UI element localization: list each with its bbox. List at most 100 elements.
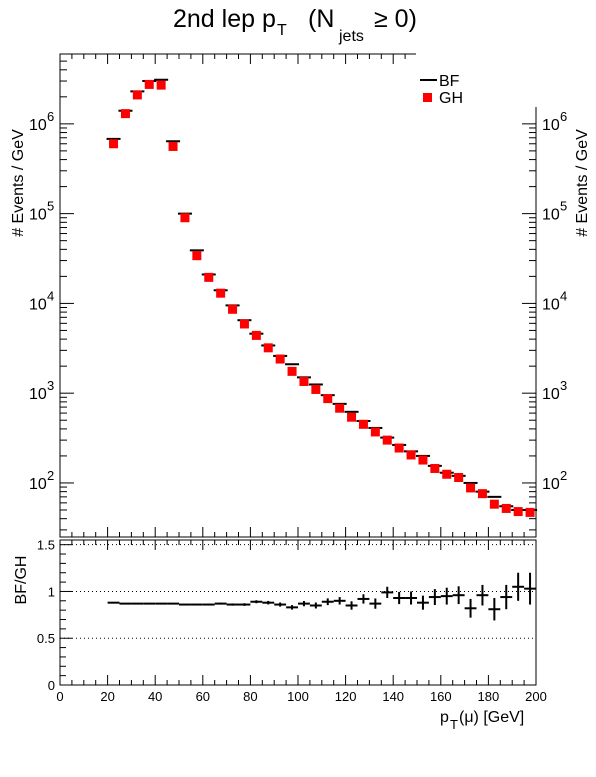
top-y-tick-label: 10 <box>29 117 47 134</box>
gh-point <box>501 503 511 513</box>
top-y-tick-label: 10 <box>29 476 47 493</box>
gh-point <box>251 330 261 340</box>
gh-point <box>228 304 238 314</box>
ratio-xlabel: p T (μ) [GeV] <box>440 709 524 732</box>
gh-point <box>275 354 285 364</box>
gh-point <box>442 469 452 479</box>
ratio-y-tick-label: 1.5 <box>37 538 55 553</box>
ratio-point <box>488 598 501 621</box>
gh-point <box>216 288 226 298</box>
title-sub: T <box>277 22 287 39</box>
gh-point <box>477 489 487 499</box>
gh-point <box>239 319 249 329</box>
xlabel-tail: (μ) [GeV] <box>459 709 524 726</box>
ratio-point <box>524 572 536 605</box>
gh-point <box>263 343 273 353</box>
ratio-y-tick-label: 0.5 <box>37 631 55 646</box>
ratio-point <box>309 602 322 609</box>
ratio-point <box>298 600 310 607</box>
ratio-x-tick-label: 160 <box>430 689 452 704</box>
gh-point <box>144 79 154 89</box>
top-y-tick-label: 10 <box>29 296 47 313</box>
top-y-tick-exponent-right: 6 <box>560 109 567 124</box>
legend-bf-label: BF <box>439 73 460 90</box>
ratio-point <box>250 600 263 604</box>
ratio-point <box>190 603 203 606</box>
top-y-tick-label-right: 10 <box>542 386 560 403</box>
top-y-tick-exponent: 5 <box>47 199 54 214</box>
ratio-point <box>428 589 441 606</box>
chart-title: 2nd lep p T (N jets ≥ 0) <box>173 5 417 45</box>
title-main: 2nd lep p <box>173 5 276 33</box>
top-y-tick-label-right: 10 <box>542 296 560 313</box>
ratio-point <box>238 603 251 606</box>
ratio-y-tick-label: 0 <box>48 678 55 693</box>
gh-point <box>513 507 523 517</box>
top-y-tick-exponent: 4 <box>47 288 54 303</box>
gh-point <box>489 499 499 509</box>
ratio-x-tick-label: 20 <box>100 689 114 704</box>
legend-gh-label: GH <box>439 90 463 107</box>
ratio-point <box>286 605 298 610</box>
top-y-tick-label-right: 10 <box>542 117 560 134</box>
xlabel-main: p <box>440 709 449 726</box>
ratio-point <box>476 584 489 606</box>
gh-point <box>382 435 392 445</box>
ratio-x-tick-label: 40 <box>148 689 162 704</box>
title-paren: (N <box>308 5 334 33</box>
top-y-tick-exponent: 3 <box>47 378 54 393</box>
gh-point <box>120 109 130 119</box>
gh-point <box>406 450 416 460</box>
ratio-point <box>405 591 417 605</box>
ratio-y-tick-labels: 0 0.5 1 1.5 <box>37 538 55 693</box>
top-data-points <box>106 78 538 517</box>
ratio-x-tick-label: 60 <box>196 689 210 704</box>
top-y-tick-label: 10 <box>29 207 47 224</box>
gh-point <box>323 394 333 404</box>
top-y-tick-label: 10 <box>29 386 47 403</box>
gh-point <box>287 366 297 376</box>
top-ylabel-right: # Events / GeV <box>574 129 591 237</box>
legend-gh-marker <box>423 93 432 102</box>
gh-point <box>525 507 535 517</box>
xlabel-sub: T <box>450 717 458 732</box>
ratio-point <box>202 603 215 606</box>
gh-point <box>132 90 142 100</box>
ratio-y-tick-label: 1 <box>48 584 55 599</box>
ratio-point <box>500 584 513 610</box>
ratio-x-tick-label: 140 <box>382 689 404 704</box>
gh-point <box>180 213 190 223</box>
top-y-tick-label-right: 10 <box>542 476 560 493</box>
top-y-tick-label-right: 10 <box>542 207 560 224</box>
ratio-point <box>369 598 382 609</box>
title-tail: ≥ 0) <box>374 5 417 33</box>
gh-point <box>168 141 178 151</box>
ratio-reference-lines <box>60 544 536 639</box>
ratio-x-tick-label: 80 <box>243 689 257 704</box>
gh-point <box>204 272 214 282</box>
ratio-point <box>440 587 453 605</box>
ratio-point <box>345 601 358 610</box>
gh-point <box>311 384 321 394</box>
top-y-tick-exponent-right: 4 <box>560 288 567 303</box>
top-y-tick-exponent-right: 3 <box>560 378 567 393</box>
top-ylabel-left: # Events / GeV <box>10 129 27 237</box>
gh-point <box>370 427 380 437</box>
ratio-x-tick-labels: 0 20 40 60 80 100 120 140 160 180 200 <box>56 689 546 704</box>
ratio-point <box>452 586 465 605</box>
ratio-x-tick-label: 120 <box>335 689 357 704</box>
gh-point <box>156 80 166 90</box>
legend: BF GH <box>416 51 540 107</box>
gh-point <box>466 483 476 493</box>
gh-point <box>358 419 368 429</box>
ratio-ylabel: BF/GH <box>13 556 30 605</box>
ratio-x-tick-label: 180 <box>478 689 500 704</box>
gh-point <box>454 473 464 483</box>
ratio-data-points <box>107 572 536 621</box>
ratio-point <box>214 602 227 605</box>
gh-point <box>347 412 357 422</box>
title-jets-sub: jets <box>338 28 364 45</box>
